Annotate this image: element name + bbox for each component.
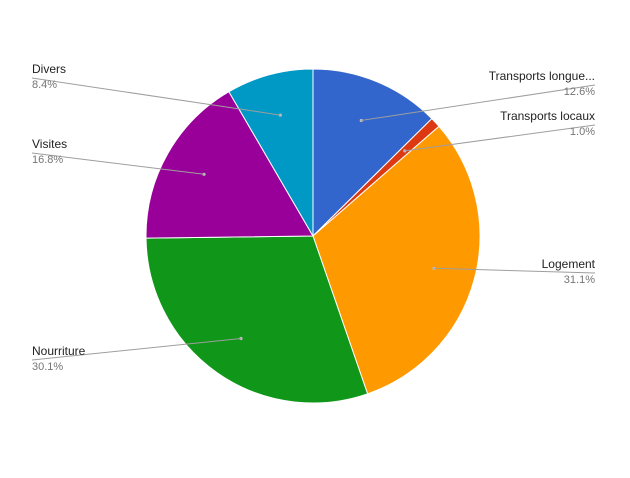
slice-label-logement: Logement [542, 257, 596, 271]
slice-percent-transports-locaux: 1.0% [570, 126, 595, 138]
slice-percent-logement: 31.1% [564, 274, 595, 286]
slice-percent-visites: 16.8% [32, 154, 63, 166]
pie-slices [145, 68, 481, 404]
slice-label-divers: Divers [32, 62, 66, 76]
leader-line-transports-locaux [404, 124, 596, 152]
pie-slice-transports-longue[interactable] [312, 68, 433, 238]
slice-label-transports-longue: Transports longue... [489, 69, 595, 83]
pie-slice-visites[interactable] [145, 91, 314, 239]
pie-slice-logement[interactable] [312, 125, 481, 395]
leader-line-logement [434, 267, 596, 274]
pie-slice-nourriture[interactable] [145, 235, 369, 404]
leader-line-nourriture [31, 337, 242, 361]
slice-percent-nourriture: 30.1% [32, 361, 63, 373]
slice-labels: Transports longue... 12.6% Transports loca… [31, 62, 596, 373]
leader-line-visites [31, 152, 205, 175]
leader-line-divers [31, 77, 281, 116]
slice-label-visites: Visites [32, 137, 67, 151]
slice-percent-divers: 8.4% [32, 79, 57, 91]
slice-label-nourriture: Nourriture [32, 344, 86, 358]
slice-percent-transports-longue: 12.6% [564, 86, 595, 98]
leader-line-transports-longue [361, 84, 596, 121]
slice-label-transports-locaux: Transports locaux [500, 109, 595, 123]
